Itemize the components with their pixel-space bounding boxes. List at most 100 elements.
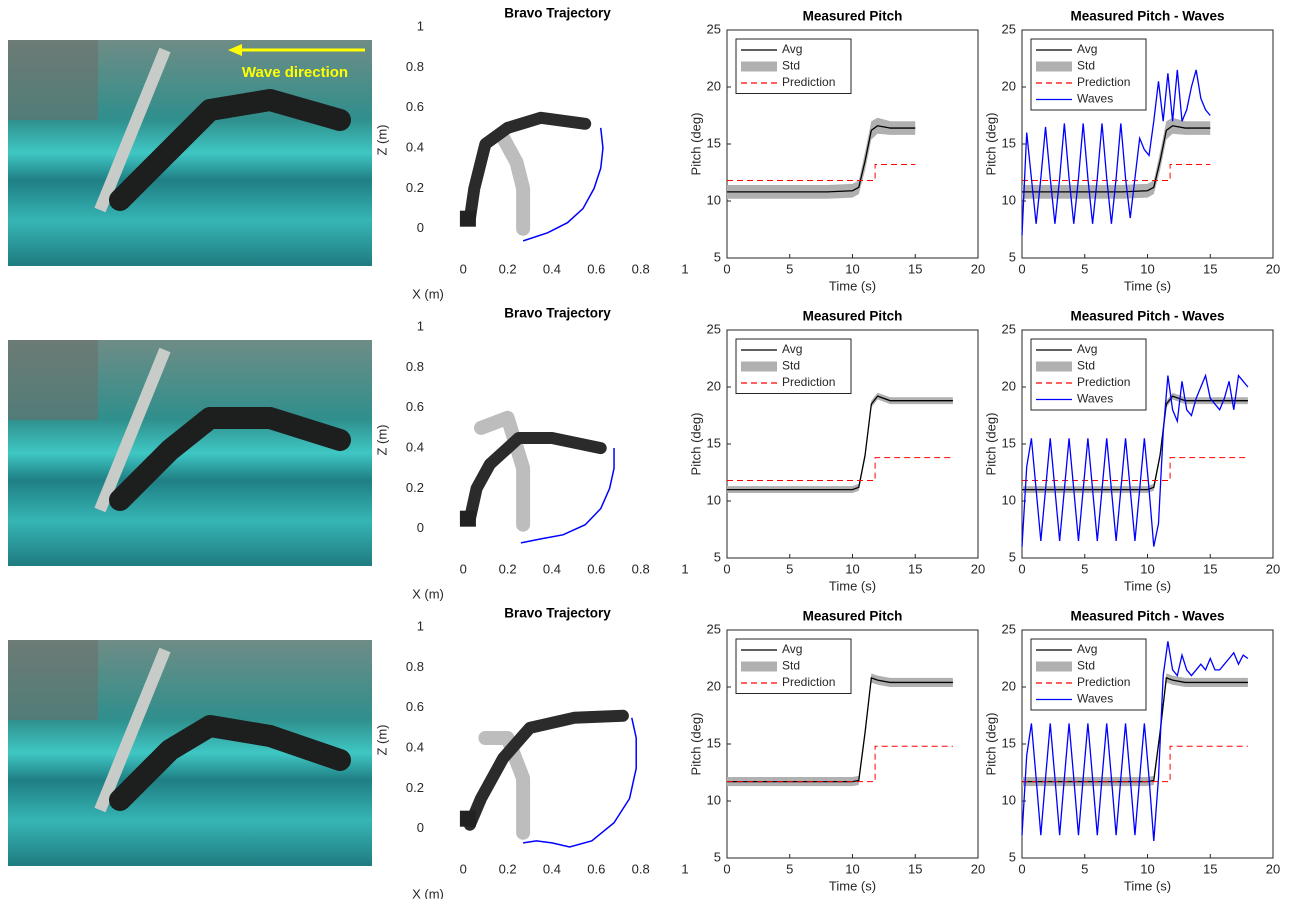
x-axis-label: Time (s) (1124, 878, 1171, 893)
x-tick-label: 5 (786, 261, 793, 276)
y-tick-label: 0.8 (406, 59, 424, 74)
legend-label: Prediction (782, 375, 835, 389)
legend-label: Prediction (1077, 75, 1130, 89)
legend-label: Std (1077, 359, 1095, 373)
y-tick-label: 10 (707, 192, 721, 207)
chart-panel: Bravo Trajectory 0 0.2 0.4 0.6 0.8 1 0 0.2 0.4 0.6… (374, 606, 688, 899)
legend-label: Std (782, 59, 800, 73)
x-tick-label: 10 (1140, 261, 1154, 276)
trajectory (520, 448, 615, 544)
y-axis-label: Pitch (deg) (983, 113, 998, 176)
x-tick-label: 1 (681, 261, 688, 276)
x-tick-label: 15 (908, 261, 922, 276)
y-tick-label: 15 (1002, 435, 1016, 450)
legend-label: Prediction (782, 75, 835, 89)
x-tick-label: 15 (908, 861, 922, 876)
legend-label: Prediction (1077, 675, 1130, 689)
chart-title: Measured Pitch - Waves (1070, 9, 1224, 24)
x-tick-label: 20 (1266, 561, 1280, 576)
trajectory (523, 717, 637, 848)
x-tick-label: 10 (1140, 861, 1154, 876)
y-tick-label: 5 (1009, 849, 1016, 864)
series-line (1022, 457, 1248, 481)
series-line (727, 457, 953, 481)
x-tick-label: 0.6 (587, 861, 605, 876)
x-tick-label: 0 (460, 261, 467, 276)
series-line (1021, 69, 1211, 236)
x-tick-label: 5 (1081, 861, 1088, 876)
y-tick-label: 0.6 (406, 699, 424, 714)
legend-label: Waves (1077, 92, 1113, 106)
x-tick-label: 15 (1203, 561, 1217, 576)
y-tick-label: 0 (417, 220, 424, 235)
legend-label: Waves (1077, 692, 1113, 706)
series-line (1022, 164, 1211, 181)
x-tick-label: 20 (1266, 261, 1280, 276)
y-tick-label: 25 (1002, 21, 1016, 36)
y-axis-label: Z (m) (374, 724, 389, 755)
x-tick-label: 0 (1018, 861, 1025, 876)
y-axis-label: Z (m) (374, 124, 389, 155)
robot-arm (463, 111, 592, 225)
robot-arm (463, 709, 629, 831)
y-tick-label: 25 (707, 321, 721, 336)
x-axis-label: X (m) (412, 286, 444, 301)
y-tick-label: 0.6 (406, 399, 424, 414)
y-tick-label: 5 (1009, 249, 1016, 264)
y-tick-label: 0.2 (406, 480, 424, 495)
x-axis-label: Time (s) (1124, 278, 1171, 293)
legend-swatch (741, 61, 777, 72)
series-line (1021, 641, 1249, 841)
chart-panel: Bravo Trajectory 0 0.2 0.4 0.6 0.8 1 0 0.2 0.4 0.6… (374, 6, 688, 302)
y-tick-label: 1 (417, 618, 424, 633)
y-tick-label: 0.4 (406, 139, 424, 154)
rail (94, 647, 171, 813)
legend-label: Prediction (782, 675, 835, 689)
y-tick-label: 0.8 (406, 359, 424, 374)
legend-swatch (1036, 361, 1072, 372)
y-tick-label: 0.4 (406, 439, 424, 454)
x-tick-label: 0 (723, 561, 730, 576)
chart-title: Measured Pitch (803, 309, 903, 324)
x-axis-label: X (m) (412, 886, 444, 899)
x-tick-label: 10 (1140, 561, 1154, 576)
rig (8, 40, 98, 120)
series-line (727, 745, 953, 783)
x-axis-label: X (m) (412, 586, 444, 601)
photo (8, 640, 372, 866)
y-tick-label: 0.6 (406, 99, 424, 114)
y-tick-label: 10 (1002, 192, 1016, 207)
std-band (1022, 117, 1211, 199)
y-tick-label: 20 (1002, 78, 1016, 93)
arrow-head (228, 44, 242, 56)
rail (94, 47, 171, 213)
y-axis-label: Pitch (deg) (688, 113, 703, 176)
legend-box (1030, 638, 1147, 711)
y-tick-label: 5 (714, 849, 721, 864)
legend-label: Prediction (1077, 375, 1130, 389)
x-tick-label: 0.6 (587, 561, 605, 576)
y-axis-label: Pitch (deg) (983, 413, 998, 476)
rig (8, 340, 98, 420)
robot-base (459, 210, 476, 227)
x-tick-label: 20 (1266, 861, 1280, 876)
chart-title: Bravo Trajectory (504, 6, 611, 21)
y-tick-label: 10 (707, 492, 721, 507)
legend-swatch (741, 361, 777, 372)
y-axis-label: Z (m) (374, 424, 389, 455)
arm (109, 715, 351, 811)
legend-label: Std (782, 359, 800, 373)
x-tick-label: 15 (1203, 861, 1217, 876)
y-tick-label: 0 (417, 820, 424, 835)
std-band (727, 673, 953, 787)
x-tick-label: 0.8 (632, 561, 650, 576)
y-tick-label: 0.4 (406, 739, 424, 754)
legend-label: Avg (1077, 342, 1097, 356)
y-tick-label: 15 (707, 435, 721, 450)
legend-label: Avg (782, 642, 802, 656)
chart-title: Bravo Trajectory (504, 306, 611, 321)
